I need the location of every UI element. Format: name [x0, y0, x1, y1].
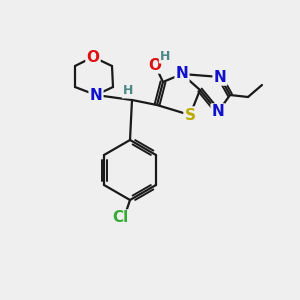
Text: O: O	[148, 58, 161, 73]
Text: N: N	[214, 70, 226, 85]
Text: N: N	[176, 67, 188, 82]
Text: S: S	[184, 107, 196, 122]
Text: H: H	[123, 85, 133, 98]
Text: N: N	[212, 104, 224, 119]
Text: O: O	[86, 50, 100, 64]
Text: N: N	[90, 88, 102, 103]
Text: Cl: Cl	[112, 211, 128, 226]
Text: H: H	[160, 50, 170, 62]
